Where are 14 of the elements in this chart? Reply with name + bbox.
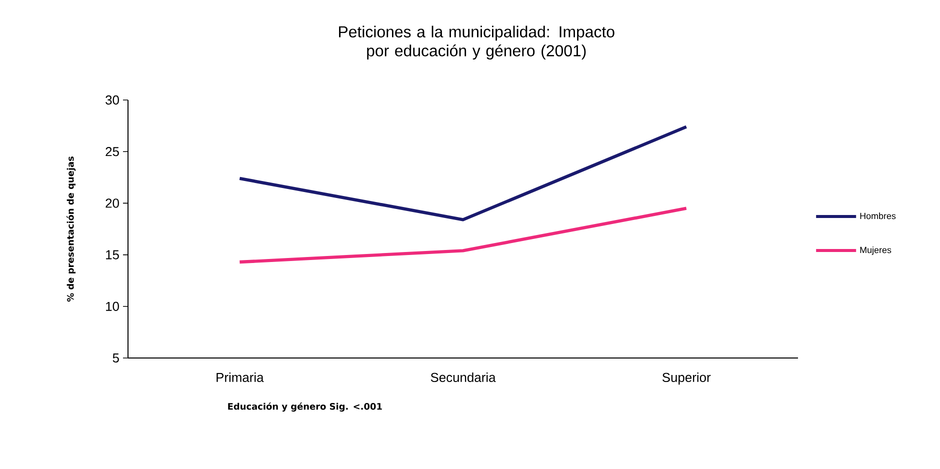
y-tick-label: 10 <box>106 302 119 311</box>
y-tick-label: 15 <box>106 250 119 260</box>
x-tick-label: Superior <box>662 372 711 385</box>
x-tick-label: Secundaria <box>430 372 496 382</box>
y-axis-title: % de presentación de quejas <box>66 156 76 302</box>
x-axis-title: Educación y género Sig. <.001 <box>228 402 382 412</box>
y-tick-label: 25 <box>106 147 119 156</box>
legend-label: Hombres <box>860 212 896 220</box>
y-tick-label: 30 <box>106 95 119 105</box>
y-tick-label: 20 <box>106 198 119 208</box>
y-tick-label: 5 <box>112 353 119 363</box>
legend-label: Mujeres <box>860 246 892 255</box>
chart-title: Peticiones a la municipalidad: Impacto por educación y género (2001) <box>339 26 614 60</box>
x-tick-label: Primaria <box>216 372 264 382</box>
